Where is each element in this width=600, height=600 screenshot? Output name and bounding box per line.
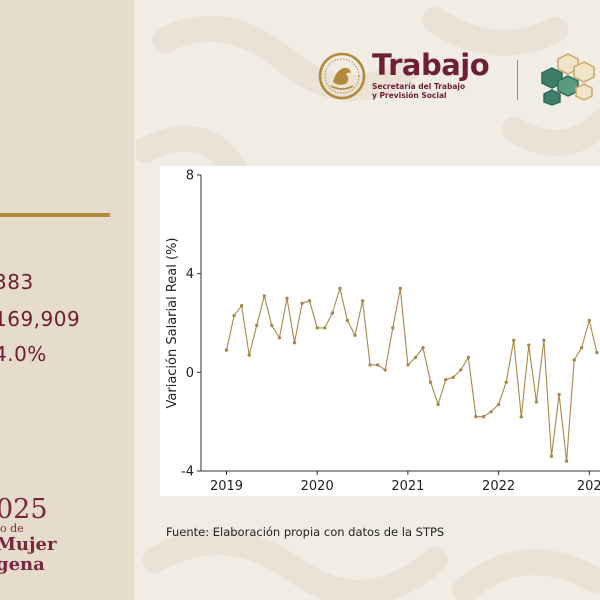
wage-variation-line-chart: -4 0 4 8 2019 2020 2021 2022 202 Variación Salari… bbox=[165, 169, 600, 494]
chart-card: -4 0 4 8 2019 2020 2021 2022 202 Variación Salari… bbox=[160, 166, 600, 496]
stat-value-3: 4.0% bbox=[0, 342, 47, 366]
brand-subtitle-1: Secretaría del Trabajo bbox=[372, 82, 466, 91]
brand: Trabajo Secretaría del Trabajo y Previsi… bbox=[372, 48, 490, 100]
series-line bbox=[225, 286, 598, 462]
data-point bbox=[549, 454, 554, 458]
background-pattern bbox=[135, 7, 600, 600]
data-point bbox=[277, 336, 282, 340]
coat-of-arms-seal-icon bbox=[318, 52, 366, 100]
y-tick-label: 4 bbox=[186, 267, 194, 282]
data-point bbox=[376, 363, 380, 367]
data-point bbox=[360, 299, 365, 303]
y-axis-label: Variación Salarial Real (%) bbox=[165, 238, 180, 409]
data-point bbox=[481, 415, 486, 419]
data-point bbox=[474, 415, 478, 419]
data-point bbox=[353, 333, 357, 337]
data-point bbox=[534, 400, 539, 404]
data-point bbox=[413, 355, 418, 360]
data-point bbox=[572, 358, 576, 362]
data-point bbox=[466, 355, 471, 360]
data-point bbox=[391, 326, 395, 330]
x-tick-label: 2021 bbox=[391, 479, 424, 494]
data-point bbox=[436, 402, 440, 407]
header-divider bbox=[517, 60, 518, 100]
year-badge-line-2: gena bbox=[0, 554, 45, 575]
brand-name: Trabajo bbox=[372, 48, 490, 82]
data-point bbox=[345, 318, 350, 323]
data-point bbox=[421, 346, 425, 350]
data-point bbox=[519, 415, 523, 419]
data-point bbox=[224, 348, 229, 352]
data-point bbox=[315, 326, 319, 330]
data-point bbox=[451, 375, 455, 379]
data-point bbox=[292, 341, 297, 345]
data-point bbox=[239, 304, 244, 308]
x-tick-label: 2019 bbox=[210, 479, 243, 494]
data-point bbox=[398, 286, 402, 291]
left-panel: 383 169,909 4.0% 025 o de Mujer gena bbox=[0, 0, 134, 600]
data-point bbox=[285, 296, 289, 300]
x-tick-label: 2020 bbox=[301, 479, 334, 494]
stat-value-2: 169,909 bbox=[0, 307, 81, 331]
data-point bbox=[444, 378, 448, 382]
y-tick-label: 8 bbox=[186, 169, 194, 184]
data-point bbox=[459, 368, 463, 372]
year-badge-year: 025 bbox=[0, 494, 48, 525]
gold-divider bbox=[0, 213, 110, 217]
year-badge: 025 o de Mujer gena bbox=[0, 496, 56, 575]
data-point bbox=[368, 363, 372, 367]
source-note: Fuente: Elaboración propia con datos de … bbox=[166, 525, 445, 539]
data-point bbox=[247, 353, 251, 357]
stat-value-1: 383 bbox=[0, 270, 34, 294]
data-point bbox=[383, 368, 387, 372]
x-tick-label: 2022 bbox=[482, 479, 515, 494]
data-point bbox=[406, 363, 410, 367]
data-point bbox=[338, 286, 342, 291]
data-point bbox=[564, 459, 569, 463]
data-point bbox=[428, 380, 433, 384]
year-badge-line-1: Mujer bbox=[0, 534, 57, 555]
data-point bbox=[307, 299, 312, 303]
brand-subtitle-2: y Previsión Social bbox=[372, 91, 447, 100]
x-tick-label: 202 bbox=[577, 479, 600, 494]
data-point bbox=[496, 402, 501, 407]
y-tick-label: 0 bbox=[186, 366, 194, 381]
data-point bbox=[262, 294, 266, 298]
data-point bbox=[232, 313, 236, 318]
data-point bbox=[255, 323, 259, 328]
panel-divider bbox=[134, 0, 136, 600]
header: Trabajo Secretaría del Trabajo y Previsi… bbox=[318, 48, 600, 108]
data-point bbox=[580, 346, 584, 350]
data-point bbox=[270, 323, 274, 328]
data-point bbox=[330, 311, 334, 315]
data-point bbox=[323, 326, 327, 330]
data-point bbox=[527, 343, 531, 347]
data-point bbox=[587, 318, 591, 323]
data-point bbox=[542, 338, 546, 342]
data-point bbox=[557, 392, 561, 397]
data-point bbox=[512, 338, 516, 342]
year-badge-subtitle: o de bbox=[0, 522, 24, 535]
data-point bbox=[504, 380, 508, 384]
data-point bbox=[595, 350, 599, 355]
data-point bbox=[300, 301, 304, 305]
y-tick-label: -4 bbox=[181, 465, 194, 480]
geometric-logo-icon bbox=[541, 53, 595, 106]
data-point bbox=[489, 410, 493, 414]
